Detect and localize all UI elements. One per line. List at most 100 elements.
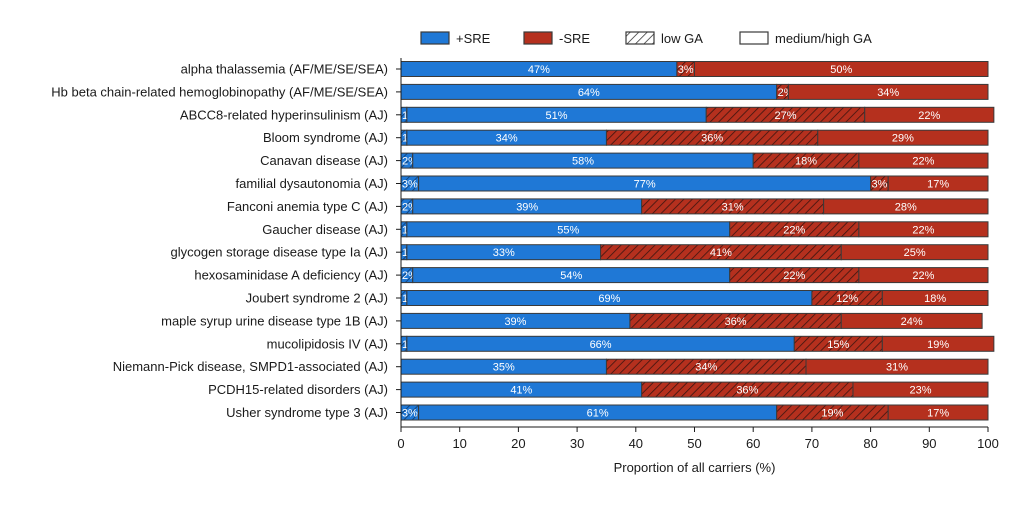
data-label: 23% [909,385,931,397]
category-label: alpha thalassemia (AF/ME/SE/SEA) [181,62,388,77]
data-label: 22% [912,156,934,168]
bar-segment [887,175,989,192]
data-label: 28% [895,201,917,213]
bar-segment [864,106,995,123]
bar-segment [881,290,989,306]
bar-segment [787,83,989,100]
category-label: Bloom syndrome (AJ) [263,130,388,145]
bar-row: 1%66%15%19% [400,335,995,352]
category-labels: alpha thalassemia (AF/ME/SE/SEA) Hb beta … [51,62,401,420]
bar-segment [817,129,989,146]
bar-segment [881,335,995,352]
bar-row: 2% 54% 22% 22% [400,267,989,284]
legend-swatch-med_high_ga [739,31,769,45]
bar-row: 1%51%27%22% [400,106,995,123]
data-label: 66% [590,339,612,351]
data-label: 12% [836,293,858,305]
x-axis: 0 10 20 30 40 50 60 70 80 90 100 [397,426,999,451]
data-label: 36% [725,316,747,328]
category-label: Fanconi anemia type C (AJ) [227,199,388,214]
category-label: Usher syndrome type 3 (AJ) [226,405,388,420]
legend-label-low_ga: low GA [661,31,703,46]
bar-segment [840,244,989,261]
category-label: glycogen storage disease type Ia (AJ) [170,245,388,260]
category-label: maple syrup urine disease type 1B (AJ) [161,313,388,328]
legend-swatch-neg_sre [523,31,553,45]
category-label: PCDH15-related disorders (AJ) [208,382,388,397]
category-label: familial dysautonomia (AJ) [236,176,388,191]
data-label: 51% [546,110,568,122]
data-label: 3% [678,64,694,76]
bar-segment [858,267,989,284]
legend-swatch-pos_sre [420,31,450,45]
x-tick-label: 10 [452,436,466,451]
category-label: Gaucher disease (AJ) [262,222,388,237]
x-tick-label: 90 [922,436,936,451]
data-label: 35% [493,362,515,374]
data-label: 69% [598,293,620,305]
x-tick-label: 0 [397,436,404,451]
data-label: 29% [892,133,914,145]
bar-segment [852,381,989,398]
x-tick-label: 50 [687,436,701,451]
bar-row: 39% 36% 24% [400,312,983,329]
legend-item-pos_sre: +SRE [420,31,491,46]
data-label: 55% [557,224,579,236]
data-label: 31% [886,362,908,374]
data-label: 22% [912,224,934,236]
bar-row: 2% 39% 31% 28% [400,198,989,215]
data-label: 17% [927,179,949,191]
data-label: 3% [402,179,418,191]
bar-row: 41% 36% 23% [400,381,989,398]
data-label: 24% [901,316,923,328]
x-tick-label: 30 [570,436,584,451]
data-label: 41% [510,385,532,397]
data-label: 64% [578,87,600,99]
data-label: 61% [587,408,609,420]
legend: +SRE -SRE low GA medium/high GA [420,31,872,46]
data-label: 25% [904,247,926,259]
data-label: 33% [493,247,515,259]
data-label: 50% [830,64,852,76]
x-tick-label: 100 [977,436,999,451]
data-label: 58% [572,156,594,168]
legend-label-neg_sre: -SRE [559,31,590,46]
bar-segment [840,312,983,329]
bar-row: 1%33%41%25% [400,244,989,261]
legend-label-pos_sre: +SRE [456,31,491,46]
legend-label-med_high_ga: medium/high GA [775,31,872,46]
data-label: 3% [402,408,418,420]
data-label: 19% [927,339,949,351]
bar-segment [858,221,989,238]
bar-row: 1%69%12%18% [400,290,989,306]
legend-item-neg_sre: -SRE [523,31,590,46]
legend-item-low_ga: low GA [625,31,703,46]
data-label: 22% [783,270,805,282]
bar-row: 1%55%22%22% [400,221,989,238]
category-label: Niemann-Pick disease, SMPD1-associated (… [113,359,388,374]
data-label: 34% [695,362,717,374]
x-axis-title: Proportion of all carriers (%) [614,460,776,475]
bar-segment [858,152,989,169]
x-tick-label: 80 [863,436,877,451]
data-label: 18% [924,293,946,305]
data-label: 77% [634,179,656,191]
category-label: ABCC8-related hyperinsulinism (AJ) [180,107,388,122]
data-label: 41% [710,247,732,259]
legend-item-med_high_ga: medium/high GA [739,31,872,46]
data-label: 18% [795,156,817,168]
bar-row: 2% 58% 18% 22% [400,152,989,169]
data-label: 27% [774,110,796,122]
x-tick-label: 60 [746,436,760,451]
bar-segment [694,61,989,77]
data-label: 31% [722,201,744,213]
category-label: hexosaminidase A deficiency (AJ) [194,268,388,283]
x-tick-label: 70 [805,436,819,451]
category-label: Canavan disease (AJ) [260,153,388,168]
data-label: 17% [927,408,949,420]
data-label: 39% [516,201,538,213]
data-label: 34% [877,87,899,99]
x-tick-label: 20 [511,436,525,451]
data-label: 39% [504,316,526,328]
category-label: mucolipidosis IV (AJ) [267,336,388,351]
